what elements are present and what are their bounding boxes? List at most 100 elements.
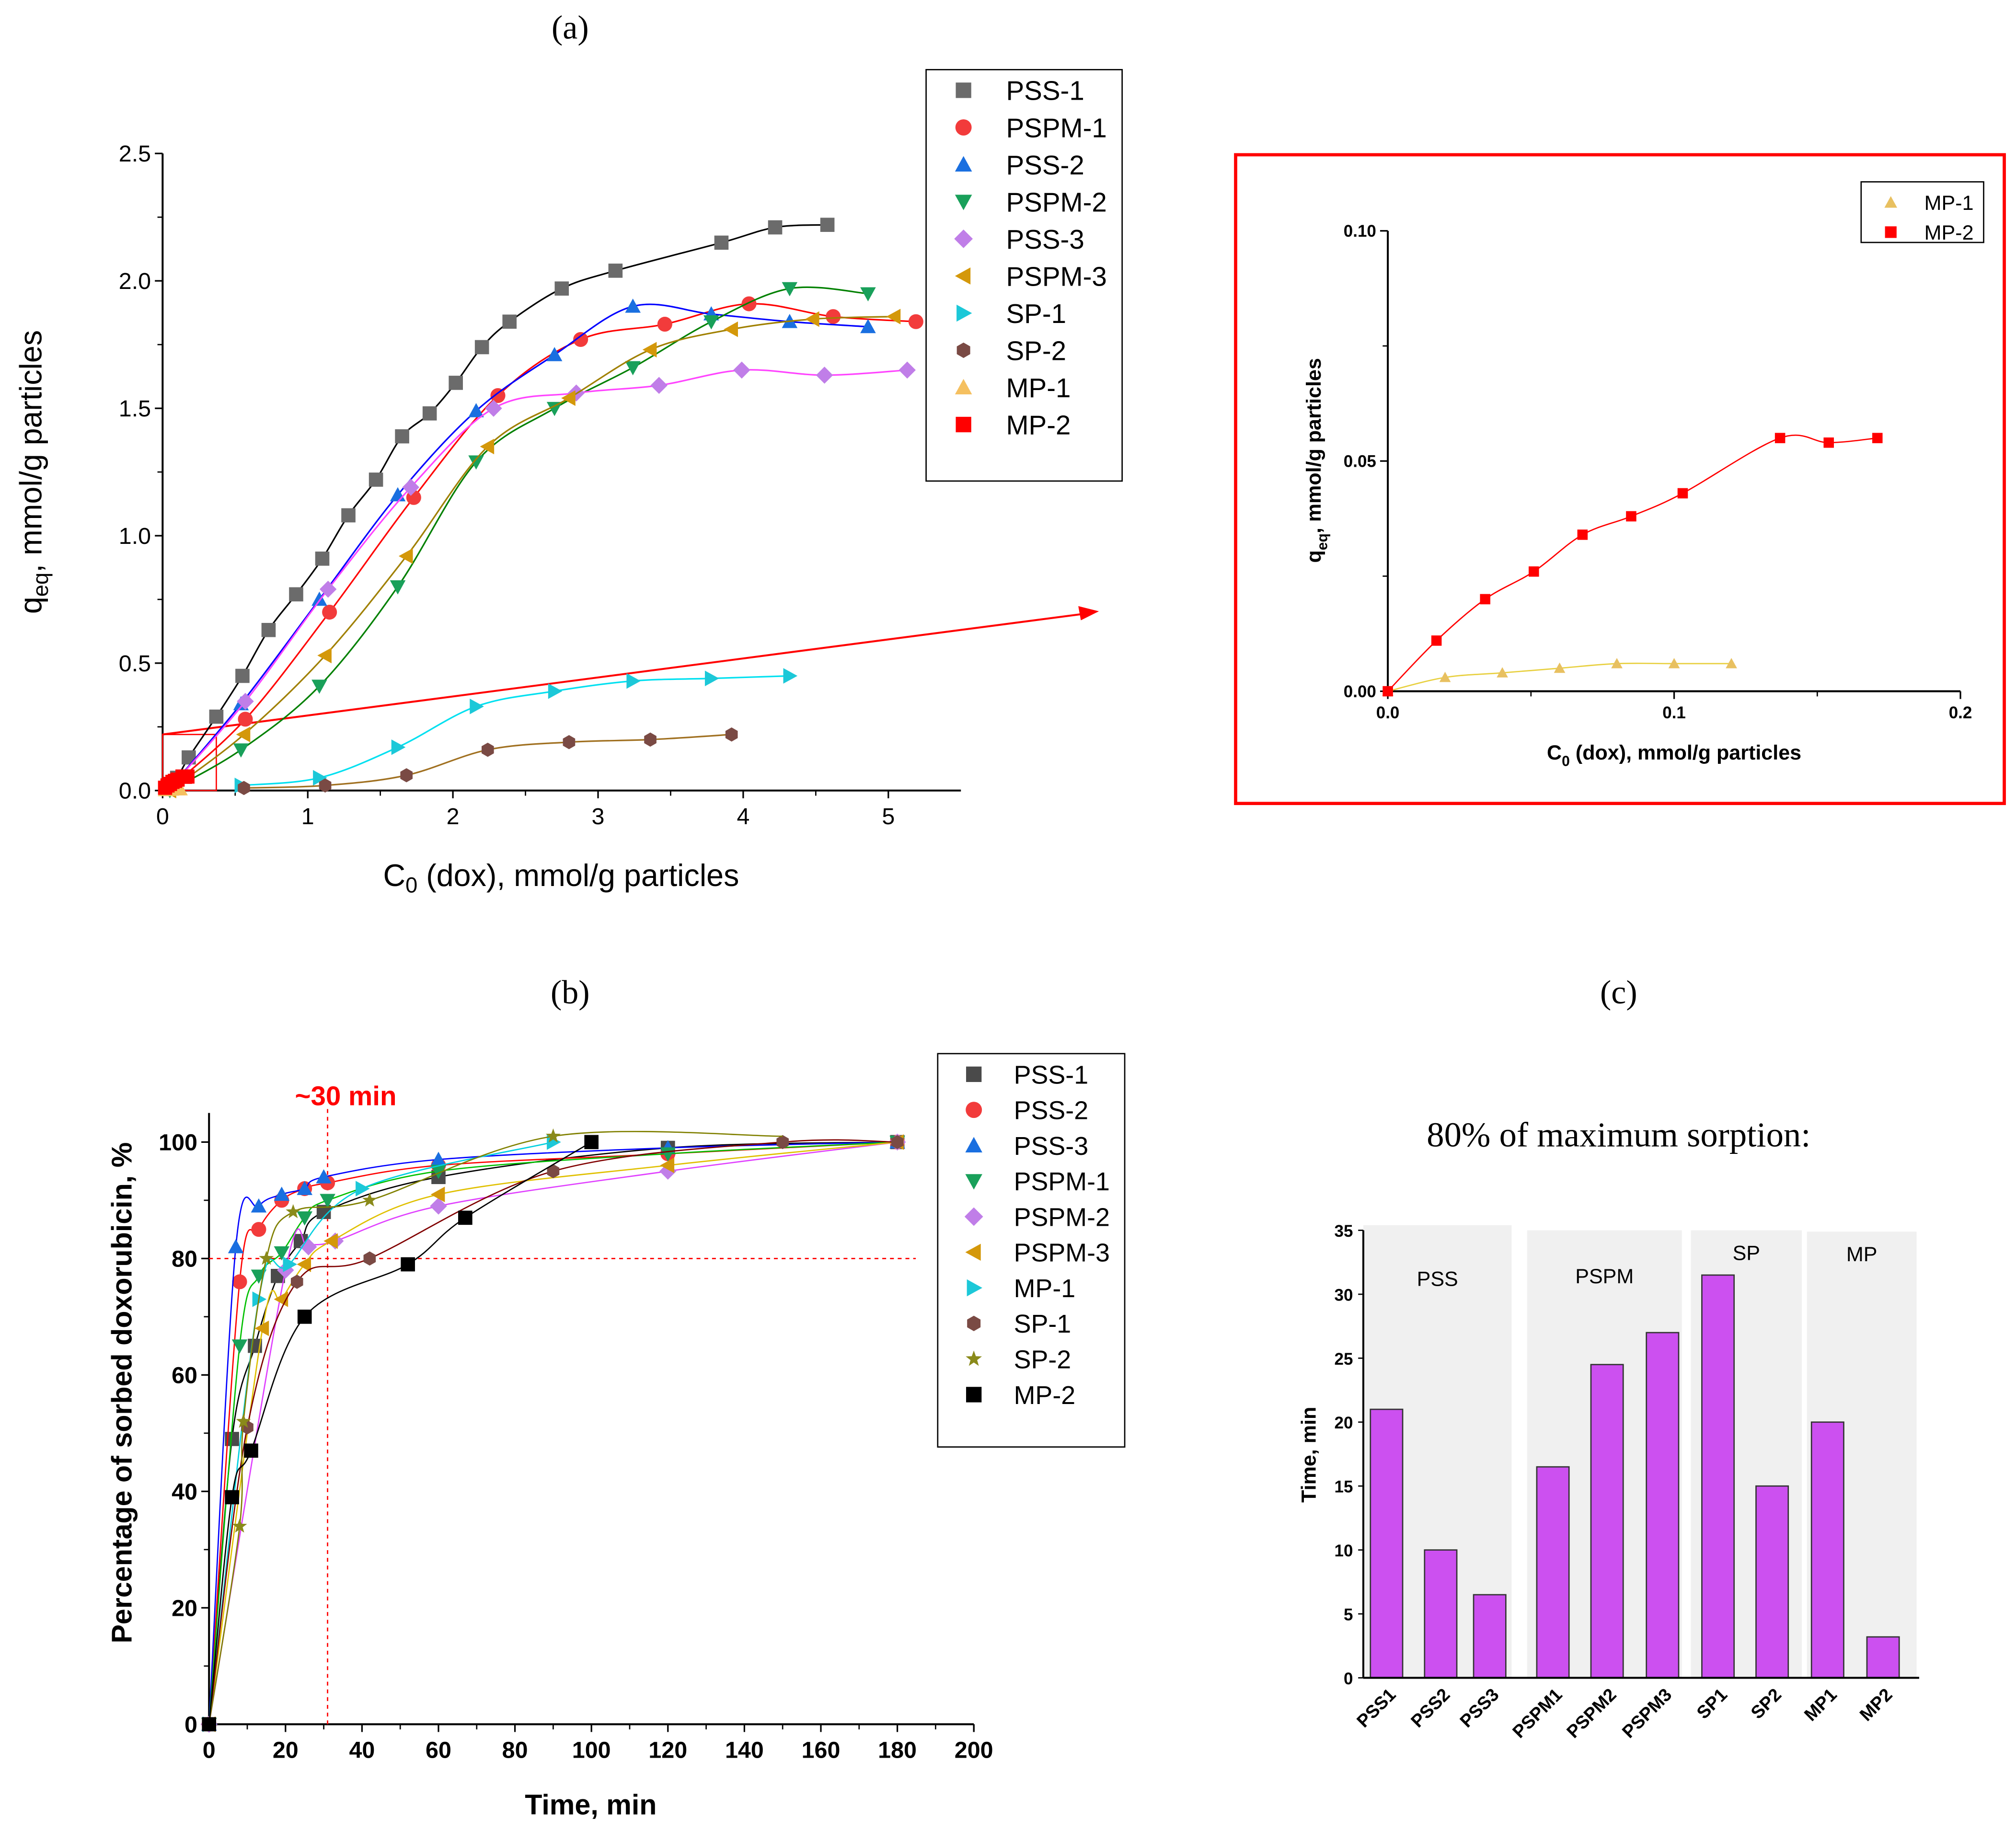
data-point-pspm-1 — [238, 712, 253, 727]
zoom-region-box — [161, 734, 217, 792]
x-tick-label: 40 — [349, 1737, 375, 1763]
data-point-pss-2 — [625, 299, 641, 313]
legend-label: MP-2 — [1924, 221, 1974, 244]
x-tick-label: 2 — [447, 804, 460, 829]
data-point-pspm-1 — [826, 309, 841, 324]
data-point-pss-1 — [261, 622, 276, 637]
x-tick-label: 60 — [426, 1737, 451, 1763]
data-point-sp-1 — [548, 683, 563, 699]
y-tick-label: 0.10 — [1344, 222, 1376, 241]
legend-label: MP-1 — [1924, 192, 1974, 215]
legend-label: PSPM-2 — [1006, 187, 1106, 217]
data-point-mp-2 — [1677, 488, 1688, 499]
data-point-pspm-2 — [659, 1162, 677, 1180]
data-point-mp-1 — [1668, 658, 1680, 668]
data-point-pspm-3 — [317, 647, 332, 664]
data-point-pss-2 — [251, 1222, 266, 1237]
data-point-pss-1 — [395, 429, 409, 444]
data-point-sp-2 — [482, 742, 494, 757]
data-point-pss-3 — [316, 1169, 332, 1184]
legend-label: SP-1 — [1014, 1310, 1071, 1338]
data-point-pss-1 — [502, 314, 517, 329]
y-tick-label: 35 — [1335, 1222, 1353, 1241]
x-tick-label: 4 — [737, 804, 749, 829]
legend-marker-pspm-1 — [965, 1174, 982, 1190]
data-point-pspm-2 — [703, 315, 719, 330]
data-point-mp-2 — [1823, 437, 1834, 448]
bar-pspm3 — [1646, 1332, 1680, 1679]
fit-curve-pspm-1 — [208, 1141, 898, 1725]
fit-curve-pss-2 — [208, 1141, 898, 1725]
data-point-mp-1 — [1497, 667, 1508, 678]
legend-marker-mp-1 — [1884, 196, 1898, 208]
data-point-pspm-2 — [625, 361, 641, 376]
legend-marker-sp-1 — [956, 304, 972, 322]
group-label: PSPM — [1575, 1265, 1634, 1288]
data-point-pspm-3 — [642, 342, 657, 358]
data-point-mp-2 — [1431, 635, 1442, 646]
y-tick-label: 0.05 — [1344, 452, 1376, 471]
legend-label: MP-2 — [1006, 410, 1071, 440]
legend-label: MP-1 — [1006, 373, 1071, 403]
chart-title: 80% of maximum sorption: — [1427, 1116, 1810, 1154]
x-tick-label: 100 — [572, 1737, 611, 1763]
data-point-pspm-3 — [430, 1186, 445, 1202]
legend-label: MP-1 — [1014, 1274, 1076, 1303]
data-point-pspm-1 — [274, 1246, 290, 1261]
data-point-pss-3 — [485, 400, 502, 417]
y-tick-label: 10 — [1335, 1542, 1353, 1560]
data-point-pspm-1 — [741, 296, 757, 311]
data-point-sp-1 — [547, 1164, 560, 1178]
data-point-pspm-3 — [297, 1256, 311, 1272]
data-point-sp-2 — [286, 1204, 301, 1219]
data-point-sp-1 — [891, 1135, 904, 1150]
legend-marker-mp-2 — [966, 1387, 982, 1403]
legend-label: PSPM-1 — [1006, 113, 1106, 143]
y-tick-label: 1.5 — [119, 396, 151, 422]
data-point-mp-1 — [283, 1256, 298, 1272]
data-point-mp-2 — [225, 1490, 239, 1505]
fit-curve-pss-1 — [208, 1141, 898, 1725]
data-point-pss-2 — [311, 591, 327, 606]
legend-label: PSS-3 — [1014, 1132, 1089, 1161]
data-point-pss-1 — [554, 281, 569, 296]
x-tick-label: MP2 — [1855, 1684, 1896, 1725]
x-tick-label: 0 — [156, 804, 169, 829]
data-point-mp-2 — [202, 1717, 217, 1732]
y-axis-label: Percentage of sorbed doxorubicin, % — [106, 1142, 138, 1644]
fit-curve-pspm-3 — [169, 316, 894, 792]
fit-curve-pss-3 — [208, 1141, 898, 1725]
fit-curve-pspm-1 — [169, 303, 916, 789]
data-point-sp-2 — [400, 768, 413, 783]
fit-curve-pspm-2 — [208, 1141, 898, 1725]
data-point-pspm-3 — [254, 1320, 269, 1336]
data-point-mp-2 — [1872, 433, 1883, 443]
data-point-sp-2 — [725, 727, 738, 742]
data-point-pspm-2 — [390, 580, 406, 595]
data-point-pspm-3 — [660, 1157, 675, 1174]
data-point-pss-1 — [235, 668, 250, 683]
data-point-pspm-3 — [886, 309, 901, 324]
legend-label: SP-2 — [1006, 335, 1066, 366]
data-point-mp-1 — [356, 1181, 370, 1197]
data-point-sp-2 — [563, 735, 576, 749]
legend-marker-mp-2 — [956, 416, 971, 433]
data-point-pss-1 — [714, 235, 729, 250]
data-point-pspm-1 — [490, 388, 506, 403]
legend-marker-mp-2 — [1885, 226, 1897, 238]
x-axis-label: Time, min — [525, 1789, 657, 1821]
x-tick-label: 160 — [802, 1737, 841, 1763]
data-point-sp-1 — [704, 670, 719, 687]
fit-curve-pss-2 — [169, 303, 868, 789]
x-tick-label: 120 — [648, 1737, 687, 1763]
legend-label: PSPM-3 — [1006, 261, 1106, 291]
data-point-mp-2 — [584, 1135, 599, 1150]
legend-marker-pspm-2 — [955, 195, 972, 210]
data-point-sp-1 — [776, 1135, 789, 1150]
data-point-mp-2 — [1577, 529, 1588, 540]
data-point-sp-1 — [290, 1275, 303, 1289]
y-tick-label: 0.0 — [119, 778, 151, 804]
panel-label-b: (b) — [551, 974, 590, 1011]
data-point-mp-2 — [180, 769, 195, 784]
